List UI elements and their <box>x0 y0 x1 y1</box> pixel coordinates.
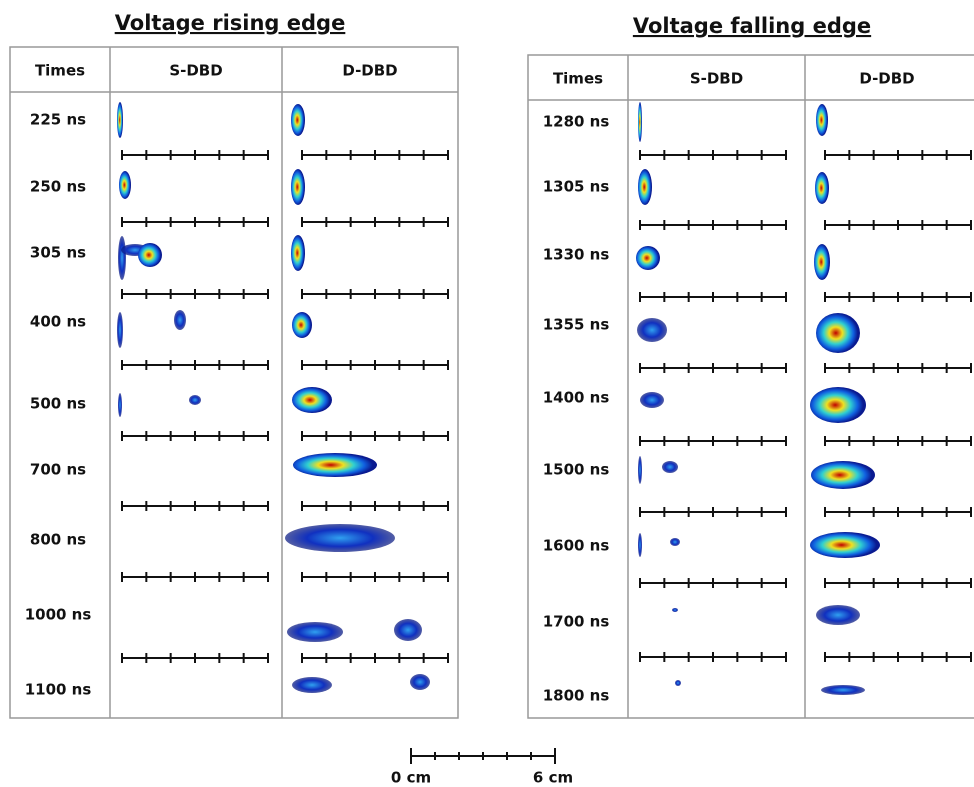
discharge-image <box>815 172 829 204</box>
discharge-image <box>291 169 305 205</box>
row-label: 250 ns <box>30 178 86 196</box>
row-label: 500 ns <box>30 395 86 413</box>
discharge-image <box>816 104 828 136</box>
row-label: 225 ns <box>30 111 86 129</box>
discharge-image <box>821 685 865 695</box>
discharge-image <box>119 171 131 199</box>
discharge-image <box>638 456 642 484</box>
discharge-image <box>117 312 123 348</box>
row-label: 1000 ns <box>25 606 92 624</box>
discharge-image <box>640 392 664 408</box>
table-frame <box>9 46 459 719</box>
discharge-image <box>292 387 332 413</box>
discharge-image <box>810 532 880 558</box>
discharge-image <box>291 235 305 271</box>
row-label: 1305 ns <box>543 178 610 196</box>
row-label: 1500 ns <box>543 461 610 479</box>
discharge-image <box>638 102 642 142</box>
discharge-image <box>287 622 343 642</box>
row-label: 1355 ns <box>543 316 610 334</box>
row-label: 1700 ns <box>543 613 610 631</box>
discharge-image <box>394 619 422 641</box>
table-title: Voltage falling edge <box>633 14 871 38</box>
row-label: 1600 ns <box>543 537 610 555</box>
discharge-image <box>292 312 312 338</box>
row-label: 1280 ns <box>543 113 610 131</box>
discharge-image <box>118 393 122 417</box>
discharge-image <box>662 461 678 473</box>
scale-label: 0 cm <box>391 769 431 787</box>
column-header: S-DBD <box>169 62 222 80</box>
discharge-image <box>810 387 866 423</box>
column-header: S-DBD <box>690 70 743 88</box>
row-label: 700 ns <box>30 461 86 479</box>
discharge-image <box>638 169 652 205</box>
discharge-image <box>410 674 430 690</box>
discharge-image <box>814 244 830 280</box>
discharge-image <box>285 524 395 552</box>
row-label: 1100 ns <box>25 681 92 699</box>
discharge-image <box>638 533 642 557</box>
discharge-image <box>174 310 186 330</box>
row-label: 1800 ns <box>543 687 610 705</box>
discharge-image <box>292 677 332 693</box>
column-header: D-DBD <box>859 70 914 88</box>
row-label: 1330 ns <box>543 246 610 264</box>
table-title: Voltage rising edge <box>115 11 346 35</box>
column-header: Times <box>553 70 603 88</box>
discharge-image <box>636 246 660 270</box>
discharge-image <box>117 102 123 138</box>
discharge-image <box>670 538 680 546</box>
discharge-image <box>637 318 667 342</box>
discharge-image <box>675 680 681 686</box>
discharge-image <box>811 461 875 489</box>
row-label: 1400 ns <box>543 389 610 407</box>
discharge-image <box>291 104 305 136</box>
row-label: 800 ns <box>30 531 86 549</box>
discharge-image <box>293 453 377 477</box>
table-frame <box>527 54 974 719</box>
row-label: 305 ns <box>30 244 86 262</box>
discharge-image <box>118 236 126 280</box>
discharge-image <box>816 313 860 353</box>
scale-label: 6 cm <box>533 769 573 787</box>
discharge-image <box>138 243 162 267</box>
column-header: D-DBD <box>342 62 397 80</box>
discharge-image <box>816 605 860 625</box>
discharge-image <box>672 608 678 612</box>
discharge-image <box>189 395 201 405</box>
row-label: 400 ns <box>30 313 86 331</box>
column-header: Times <box>35 62 85 80</box>
